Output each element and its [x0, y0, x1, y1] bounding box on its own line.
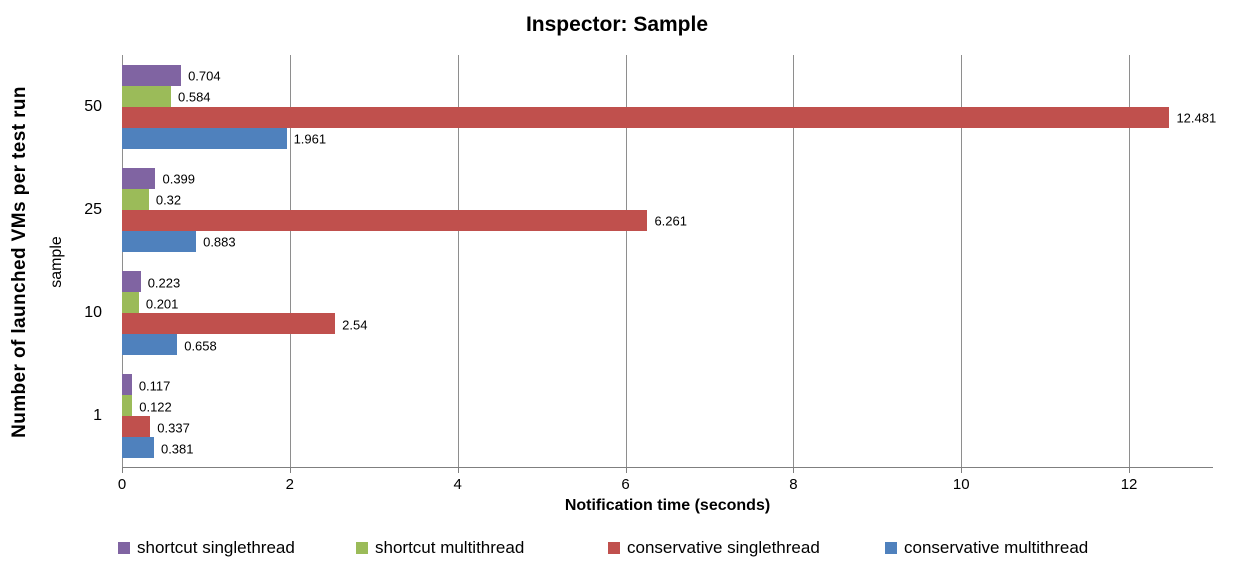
bar-value-label: 0.584 — [178, 89, 211, 105]
bar-conservative-singlethread-cat-25 — [122, 209, 648, 231]
gridline — [1129, 55, 1131, 467]
legend-swatch-conservative-multithread-icon — [885, 541, 897, 554]
bar-value-label: 2.54 — [342, 317, 368, 333]
bar-conservative-multithread-cat-10 — [122, 334, 178, 356]
bar-value-label: 6.261 — [654, 213, 687, 229]
bar-value-label: 0.201 — [145, 296, 179, 312]
bar-shortcut-singlethread-cat-50 — [122, 64, 182, 86]
x-tick-label: 6 — [621, 476, 630, 493]
legend-swatch-conservative-singlethread-icon — [608, 541, 620, 554]
x-tick-label: 10 — [952, 476, 970, 493]
legend-item-shortcut-singlethread: shortcut singlethread — [118, 536, 295, 560]
x-tick-label: 4 — [453, 476, 462, 493]
y-category-label: 50 — [84, 97, 102, 115]
bar-shortcut-multithread-cat-25 — [122, 188, 149, 210]
legend-item-conservative-multithread: conservative multithread — [885, 536, 1088, 560]
gridline — [122, 55, 123, 467]
x-axis-tick — [457, 468, 459, 473]
legend-item-conservative-singlethread: conservative singlethread — [608, 536, 820, 560]
x-axis-title: Notification time (seconds) — [564, 497, 771, 514]
bar-conservative-singlethread-cat-10 — [122, 313, 336, 335]
gridline — [289, 55, 291, 467]
legend-label: shortcut multithread — [375, 538, 525, 557]
bar-conservative-singlethread-cat-50 — [122, 106, 1170, 128]
bar-value-label: 1.961 — [293, 131, 327, 147]
x-axis-tick — [289, 468, 291, 473]
x-axis-tick — [122, 468, 123, 473]
bar-shortcut-singlethread-cat-25 — [122, 167, 156, 189]
y-category-label: 1 — [93, 407, 102, 425]
gridline — [625, 55, 627, 467]
y-category-label: 10 — [84, 304, 102, 322]
y-category-label: 25 — [84, 200, 102, 218]
plot-area: 0.704 0.584 12.481 1.961 0.399 0.32 6.261 0.883… — [122, 55, 1217, 473]
bar-value-label: 0.381 — [160, 441, 194, 457]
x-axis-tick — [1129, 468, 1131, 473]
bar-value-label: 0.122 — [139, 399, 172, 415]
gridline — [793, 55, 795, 467]
x-tick-label: 0 — [117, 476, 127, 493]
bar-value-label: 0.223 — [147, 275, 181, 291]
x-tick-label: 12 — [1120, 476, 1138, 493]
bar-value-label: 0.658 — [184, 338, 217, 354]
bar-value-label: 0.399 — [162, 171, 196, 187]
x-axis-tick — [961, 468, 963, 473]
bar-shortcut-multithread-cat-1 — [122, 395, 133, 417]
bar-value-label: 0.704 — [188, 68, 221, 84]
gridline — [961, 55, 963, 467]
legend-label: conservative singlethread — [627, 538, 820, 557]
legend-item-shortcut-multithread: shortcut multithread — [356, 536, 524, 560]
bar-shortcut-singlethread-cat-1 — [122, 374, 132, 396]
bar-value-label: 0.883 — [203, 234, 236, 250]
chart-title: Inspector: Sample — [525, 13, 709, 36]
y-axis-category-labels: 50 25 10 1 — [0, 0, 112, 577]
x-tick-label: 8 — [789, 476, 798, 493]
bar-conservative-multithread-cat-50 — [122, 127, 287, 149]
bar-shortcut-multithread-cat-50 — [122, 85, 171, 107]
bar-value-label: 12.481 — [1176, 110, 1217, 126]
bar-value-label: 0.337 — [157, 420, 190, 436]
x-axis-tick — [625, 468, 627, 473]
bar-value-label: 0.32 — [155, 192, 182, 208]
gridline — [457, 55, 459, 467]
legend-label: conservative multithread — [904, 538, 1089, 557]
legend-swatch-shortcut-multithread-icon — [356, 541, 368, 554]
x-tick-label: 2 — [285, 476, 295, 493]
x-axis-tick — [793, 468, 795, 473]
bar-conservative-singlethread-cat-1 — [122, 416, 151, 438]
bar-shortcut-multithread-cat-10 — [122, 292, 139, 314]
legend-label: shortcut singlethread — [137, 538, 295, 557]
bar-shortcut-singlethread-cat-10 — [122, 271, 141, 293]
legend-swatch-shortcut-singlethread-icon — [118, 541, 130, 554]
bar-conservative-multithread-cat-1 — [122, 437, 154, 459]
bar-conservative-multithread-cat-25 — [122, 230, 197, 252]
bar-value-label: 0.117 — [138, 378, 171, 394]
